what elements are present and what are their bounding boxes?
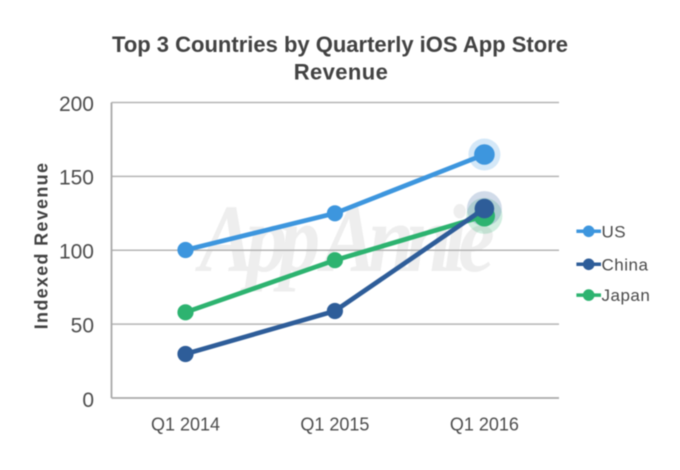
svg-text:Top 3 Countries by Quarterly i: Top 3 Countries by Quarterly iOS App Sto…	[112, 32, 568, 57]
svg-text:Japan: Japan	[602, 286, 651, 305]
svg-text:US: US	[602, 222, 627, 241]
svg-text:Indexed Revenue: Indexed Revenue	[32, 162, 52, 330]
svg-text:Q1 2016: Q1 2016	[450, 415, 519, 435]
svg-text:200: 200	[59, 93, 94, 116]
svg-text:100: 100	[59, 241, 94, 264]
svg-text:App Annie: App Annie	[195, 186, 493, 292]
svg-text:0: 0	[82, 389, 94, 412]
svg-text:50: 50	[71, 314, 94, 337]
svg-text:Q1 2014: Q1 2014	[151, 415, 220, 435]
svg-text:150: 150	[59, 167, 94, 190]
svg-text:Revenue: Revenue	[294, 60, 389, 85]
svg-text:China: China	[602, 255, 649, 274]
svg-text:Q1 2015: Q1 2015	[300, 415, 369, 435]
